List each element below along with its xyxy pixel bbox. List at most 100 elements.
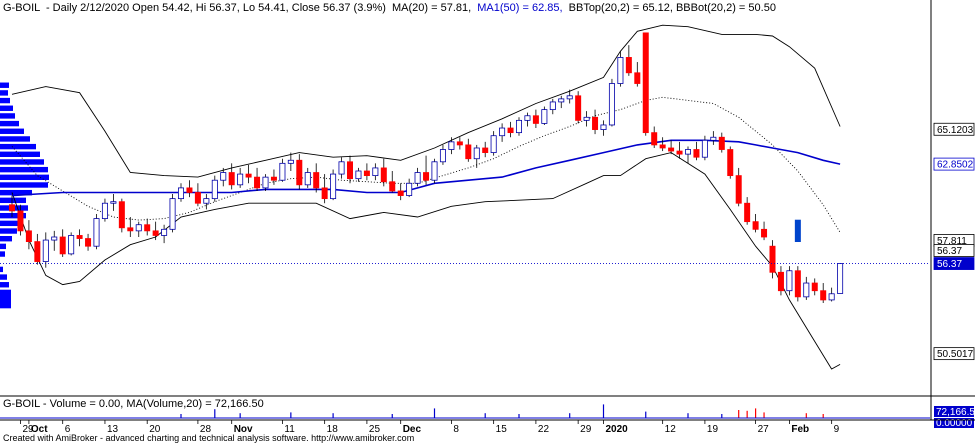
candle-up: [448, 141, 455, 150]
candle-up: [786, 270, 793, 292]
candle-down: [693, 149, 700, 158]
candle-up: [710, 136, 717, 141]
header-info: - Daily 2/12/2020 Open 54.42, Hi 56.37, …: [46, 2, 386, 14]
price-tag-label: 50.5017: [937, 349, 974, 360]
candle-up: [135, 224, 142, 232]
volume-profile-bar: [0, 182, 48, 188]
candle-down: [423, 172, 430, 181]
candle-down: [321, 187, 328, 200]
candle-up: [490, 135, 497, 153]
candle-down: [735, 175, 742, 204]
volume-profile-bar: [0, 105, 13, 111]
candle-down: [718, 136, 725, 150]
candle-down: [659, 144, 666, 149]
x-tick-label: 18: [327, 424, 339, 435]
bb-bottom-line: [11, 152, 841, 370]
candle-up: [51, 236, 58, 241]
candle-blue: [794, 219, 801, 243]
candle-up: [262, 176, 269, 189]
candle-down: [363, 170, 370, 177]
candle-up: [220, 172, 227, 181]
candle-down: [811, 282, 818, 292]
candle-up: [355, 170, 362, 180]
x-tick-label: Dec: [403, 424, 422, 435]
price-tag-box: [933, 257, 975, 270]
price-tag-label: 56.37: [937, 259, 962, 270]
candle-up: [608, 83, 615, 126]
volume-tag-box: [934, 418, 974, 428]
volume-profile-bar: [0, 174, 49, 181]
volume-profile-bar: [0, 212, 26, 219]
x-tick-label: 22: [538, 424, 550, 435]
x-tick-label: Nov: [234, 424, 253, 435]
candle-down: [744, 202, 751, 223]
volume-profile-bar: [0, 159, 44, 165]
volume-axis-tags: 72,166.50.00000: [934, 406, 975, 429]
candle-up: [372, 167, 379, 177]
price-tag-box: [933, 157, 975, 171]
candle-up: [68, 235, 75, 255]
volume-tag-box: [934, 406, 974, 417]
candle-down: [642, 32, 649, 134]
candle-up: [685, 149, 692, 155]
candle-down: [651, 132, 658, 146]
candle-up: [701, 139, 708, 158]
candle-down: [127, 227, 134, 232]
candle-down: [254, 176, 261, 189]
candle-up: [558, 98, 565, 103]
candle-down: [592, 116, 599, 130]
header-symbol: G-BOIL: [3, 2, 40, 14]
price-tag-box: [933, 244, 975, 257]
candle-down: [380, 167, 387, 183]
candle-down: [575, 95, 582, 121]
volume-profile-bar: [0, 136, 30, 142]
indicator-lines: [11, 24, 841, 370]
candle-down: [8, 204, 15, 212]
price-tag-label: 65.1203: [937, 125, 974, 136]
candle-down: [245, 173, 252, 178]
candle-down: [482, 147, 489, 153]
candle-up: [566, 95, 573, 100]
candle-down: [456, 141, 463, 146]
candle-down: [465, 144, 472, 160]
x-tick-label: 20: [149, 424, 161, 435]
volume-profile-bar: [0, 266, 3, 273]
candle-up: [279, 162, 286, 181]
volume-profile-bar: [0, 143, 36, 150]
candle-down: [85, 238, 92, 247]
price-tag-label: 62.8502: [937, 160, 974, 171]
x-tick-label: Feb: [791, 424, 809, 435]
candle-up: [600, 124, 607, 130]
candle-down: [397, 190, 404, 196]
ma50-line: [11, 139, 841, 197]
header-bb: BBTop(20,2) = 65.12, BBBot(20,2) = 50.50: [569, 2, 776, 14]
x-tick-label: 27: [758, 424, 770, 435]
candle-up: [524, 115, 531, 121]
footer-text: Created with AmiBroker - advanced charti…: [3, 433, 414, 443]
candle-down: [118, 201, 125, 229]
candle-down: [34, 241, 41, 262]
candle-down: [820, 290, 827, 301]
candle-down: [313, 172, 320, 189]
candle-up: [837, 263, 844, 294]
volume-profile-bar: [0, 166, 48, 173]
volume-profile-bar: [0, 128, 24, 134]
candle-up: [203, 198, 210, 204]
x-tick-label: 15: [496, 424, 508, 435]
candle-up: [177, 187, 184, 200]
candle-up: [414, 172, 421, 184]
candle-down: [17, 210, 24, 232]
candle-down: [76, 235, 83, 239]
candle-down: [186, 187, 193, 193]
candle-down: [270, 176, 277, 181]
volume-profile-bar: [0, 282, 9, 288]
candle-up: [549, 101, 556, 111]
candle-up: [439, 149, 446, 163]
volume-profile-bar: [0, 197, 26, 204]
candle-down: [777, 271, 784, 292]
candle-down: [296, 159, 303, 186]
candle-down: [152, 230, 159, 236]
candle-up: [161, 228, 168, 236]
